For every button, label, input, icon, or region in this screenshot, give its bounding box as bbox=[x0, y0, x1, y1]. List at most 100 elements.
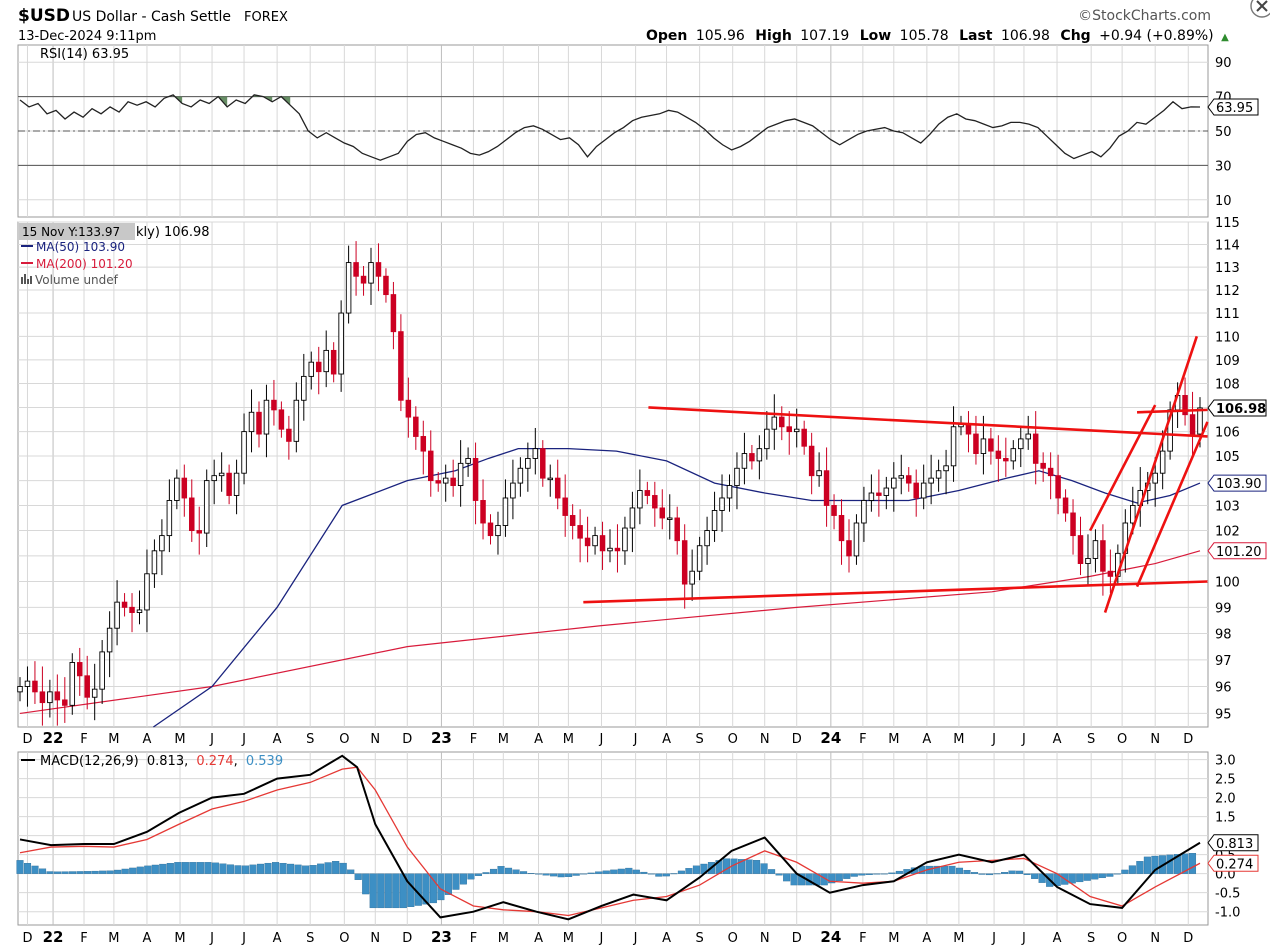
candle-down bbox=[189, 497, 195, 532]
candle-up bbox=[980, 438, 987, 454]
x-tick-label: J bbox=[1021, 732, 1026, 747]
macd-histogram-bar bbox=[737, 859, 746, 874]
x-tick-label: A bbox=[534, 732, 543, 747]
volume-icon bbox=[21, 274, 32, 284]
price-tick-label: 109 bbox=[1215, 354, 1240, 369]
x-tick-label: A bbox=[922, 931, 931, 946]
candle-down bbox=[226, 472, 232, 496]
candle-up bbox=[607, 547, 613, 552]
macd-histogram-bar bbox=[768, 869, 776, 874]
candle-up bbox=[1018, 438, 1024, 450]
macd-histogram-bar bbox=[963, 869, 971, 874]
price-tick-label: 105 bbox=[1215, 450, 1240, 465]
low-value: 105.78 bbox=[900, 28, 949, 44]
macd-histogram-bar bbox=[602, 870, 610, 874]
rsi-tick-label: 90 bbox=[1215, 56, 1232, 71]
candle-up bbox=[689, 570, 695, 585]
ma50-legend: MA(50) 103.90 bbox=[36, 240, 125, 254]
macd-legend-hist: 0.539 bbox=[246, 754, 283, 769]
macd-histogram-bar bbox=[625, 867, 633, 874]
price-panel: 115 114 113 112 111 110 109 108 106 105 103 102 100 9… bbox=[17, 216, 1267, 728]
macd-histogram-bar bbox=[377, 873, 385, 909]
x-tick-label: M bbox=[888, 732, 899, 747]
x-tick-label: 22 bbox=[43, 729, 64, 747]
x-tick-label: S bbox=[306, 732, 314, 747]
x-tick-label: 24 bbox=[820, 729, 841, 747]
macd-histogram-bar bbox=[392, 873, 400, 909]
x-tick-label: 23 bbox=[431, 729, 452, 747]
x-tick-label: M bbox=[953, 732, 964, 747]
price-title: kly) 106.98 bbox=[136, 225, 210, 240]
candle-down bbox=[196, 530, 202, 534]
macd-histogram-bar bbox=[1113, 873, 1121, 875]
candle-up bbox=[861, 500, 867, 524]
x-tick-label: D bbox=[792, 732, 802, 747]
last-close-badge bbox=[1207, 399, 1267, 417]
x-tick-label: M bbox=[563, 931, 574, 946]
macd-histogram-bar bbox=[422, 873, 430, 905]
macd-histogram-bar bbox=[16, 860, 24, 874]
candle-down bbox=[1062, 497, 1069, 514]
macd-histogram-bar bbox=[369, 873, 377, 909]
macd-histogram-bar bbox=[452, 873, 460, 890]
candle-up bbox=[622, 527, 628, 552]
macd-histogram-bar bbox=[497, 866, 505, 874]
macd-histogram-bar bbox=[354, 873, 362, 880]
macd-histogram-bar bbox=[272, 862, 280, 874]
candle-down bbox=[383, 275, 389, 296]
candle-down bbox=[808, 445, 815, 477]
macd-histogram-bar bbox=[505, 867, 513, 874]
macd-histogram-bar bbox=[287, 863, 295, 874]
x-tick-label: D bbox=[1183, 931, 1193, 946]
candle-down bbox=[413, 416, 419, 437]
macd-histogram-bar bbox=[580, 873, 588, 875]
candle-up bbox=[592, 535, 598, 547]
x-tick-label: 22 bbox=[43, 928, 64, 946]
x-tick-label: M bbox=[953, 931, 964, 946]
trendline bbox=[1137, 408, 1208, 414]
macd-histogram-bar bbox=[84, 871, 92, 874]
candle-up bbox=[203, 480, 210, 534]
macd-histogram-bar bbox=[144, 865, 152, 874]
macd-histogram-bar bbox=[54, 871, 62, 874]
candle-up bbox=[637, 490, 643, 509]
candle-down bbox=[644, 490, 651, 496]
macd-histogram-bar bbox=[550, 873, 558, 877]
candle-up bbox=[764, 428, 770, 450]
exchange: FOREX bbox=[244, 10, 288, 25]
candle-up bbox=[457, 462, 464, 487]
macd-histogram-bar bbox=[595, 871, 603, 874]
macd-histogram-bar bbox=[211, 862, 219, 874]
candle-up bbox=[898, 475, 905, 479]
macd-histogram-bar bbox=[1001, 872, 1009, 874]
macd-histogram-bar bbox=[835, 873, 843, 882]
candle-up bbox=[338, 312, 344, 375]
x-tick-label: M bbox=[888, 931, 899, 946]
macd-histogram-bar bbox=[324, 862, 332, 874]
macd-histogram-bar bbox=[662, 873, 670, 877]
x-tick-label: M bbox=[108, 732, 119, 747]
macd-legend-name: MACD(12,26,9) bbox=[40, 754, 139, 769]
candle-up bbox=[1092, 540, 1099, 559]
candle-down bbox=[905, 475, 912, 484]
candle-down bbox=[674, 517, 680, 542]
macd-last-badge bbox=[1207, 834, 1259, 852]
candle-down bbox=[405, 399, 412, 418]
macd-histogram-bar bbox=[572, 873, 580, 876]
macd-histogram-bar bbox=[978, 873, 986, 875]
macd-histogram-bar bbox=[880, 873, 888, 875]
x-tick-label: D bbox=[402, 732, 412, 747]
candle-down bbox=[1107, 570, 1114, 577]
candle-up bbox=[1152, 472, 1158, 484]
macd-histogram-bar bbox=[1136, 861, 1144, 874]
candle-down bbox=[1047, 467, 1054, 477]
macd-histogram-bar bbox=[174, 862, 182, 874]
candle-down bbox=[652, 495, 658, 509]
candle-up bbox=[935, 470, 942, 479]
x-tick-label: M bbox=[498, 732, 509, 747]
candle-up bbox=[159, 535, 165, 552]
candle-down bbox=[681, 540, 688, 585]
close-icon[interactable] bbox=[1250, 0, 1270, 18]
macd-histogram-bar bbox=[753, 860, 761, 874]
